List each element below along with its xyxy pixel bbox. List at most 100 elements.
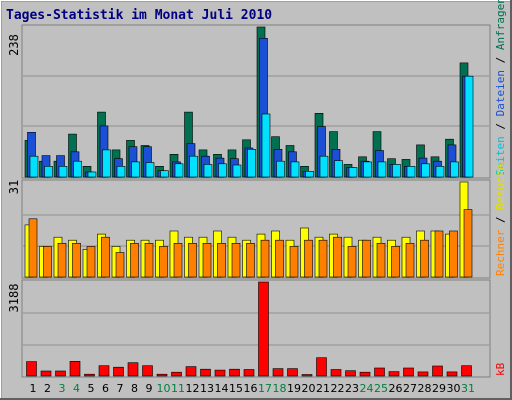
bar-rechner (101, 236, 110, 278)
top-max-label: 238 (7, 34, 21, 56)
bar-kb (461, 365, 472, 377)
bar-rechner (130, 243, 139, 278)
series-legend: Seiten / Dateien / Anfragen (494, 0, 507, 176)
bar-rechner (57, 243, 67, 278)
bar-seiten (363, 161, 372, 178)
bar-rechner (463, 209, 473, 278)
x-tick-label: 29 (432, 382, 446, 395)
x-tick-label: 24 (360, 382, 374, 395)
bar-kb (345, 370, 356, 377)
bar-seiten (116, 166, 126, 178)
middle-max-label: 31 (7, 180, 21, 194)
x-tick-label: 31 (461, 382, 475, 395)
x-tick-label: 18 (273, 382, 287, 395)
bar-rechner (144, 243, 154, 278)
x-tick-label: 23 (345, 382, 359, 395)
chart-title: Tages-Statistik im Monat Juli 2010 (6, 8, 272, 23)
bar-seiten (247, 149, 256, 178)
bar-rechner (43, 246, 52, 278)
x-tick-label: 19 (287, 382, 301, 395)
bar-kb (359, 371, 371, 377)
bar-kb (403, 367, 414, 377)
bar-rechner (391, 246, 400, 278)
bar-seiten (290, 161, 300, 178)
bar-kb (40, 370, 52, 377)
bar-kb (69, 360, 81, 377)
x-tick-label: 4 (73, 382, 80, 395)
bar-seiten (73, 160, 82, 178)
bar-kb (432, 365, 443, 377)
x-axis-labels: 1 2 3 4 5 6 7 8 9 10 11 12 13 14 15 16 17 18 19 20 21 22 23 24 2… (30, 382, 476, 395)
bar-rechner (115, 252, 125, 278)
bar-rechner (173, 243, 183, 278)
bar-seiten (435, 166, 445, 178)
bar-seiten (102, 149, 111, 178)
panel-kb-frame (21, 279, 491, 378)
bar-rechner (28, 218, 38, 278)
bar-kb (55, 370, 66, 377)
bar-kb (243, 369, 255, 377)
bar-seiten (203, 164, 213, 178)
bar-seiten (261, 113, 271, 178)
bar-seiten (58, 166, 68, 178)
x-tick-label: 1 (30, 382, 37, 395)
series-legend: Rechner / Besuche (494, 163, 507, 276)
bar-kb (272, 368, 284, 377)
bar-seiten (276, 160, 285, 178)
bar-rechner (202, 243, 212, 278)
x-tick-label: 6 (102, 382, 109, 395)
x-tick-label: 9 (146, 382, 153, 395)
bar-kb (84, 373, 95, 377)
bar-kb (229, 368, 240, 377)
x-tick-label: 26 (389, 382, 403, 395)
bar-seiten (392, 164, 401, 178)
legend-entry: Besuche (494, 163, 507, 209)
bar-rechner (217, 243, 226, 278)
x-tick-label: 11 (171, 382, 185, 395)
x-tick-label: 14 (215, 382, 229, 395)
bar-kb (127, 362, 139, 377)
legend-entry: Seiten (494, 136, 507, 176)
bar-kb (417, 371, 429, 377)
bar-seiten (421, 163, 430, 178)
bar-seiten (44, 166, 53, 178)
bar-kb (330, 369, 342, 377)
bar-kb (26, 361, 37, 377)
bar-kb (287, 368, 298, 377)
bar-seiten (464, 75, 474, 178)
bar-seiten (189, 155, 198, 178)
x-tick-label: 25 (374, 382, 388, 395)
x-tick-label: 5 (88, 382, 95, 395)
bar-rechner (405, 243, 415, 278)
bar-seiten (232, 164, 242, 178)
bar-rechner (72, 243, 81, 278)
bar-seiten (87, 171, 97, 178)
bar-seiten (305, 171, 314, 178)
legend-entry: Anfragen (494, 0, 507, 50)
bar-rechner (333, 236, 342, 278)
bar-seiten (131, 161, 140, 178)
bar-kb (214, 369, 226, 377)
bar-rechner (246, 243, 255, 278)
x-tick-label: 21 (316, 382, 330, 395)
bar-rechner (434, 230, 444, 278)
x-tick-label: 8 (131, 382, 138, 395)
legend-entry: Dateien (494, 70, 507, 116)
bar-seiten (377, 161, 387, 178)
bar-rechner (347, 246, 357, 278)
legend-entry: Rechner (494, 229, 507, 276)
x-tick-label: 20 (302, 382, 316, 395)
bar-seiten (450, 161, 459, 178)
bar-seiten (334, 160, 343, 178)
bar-rechner (318, 239, 328, 278)
x-tick-label: 28 (418, 382, 432, 395)
bar-seiten (348, 167, 358, 178)
bar-rechner (289, 246, 299, 278)
bar-rechner (86, 246, 96, 278)
bar-kb (388, 371, 400, 377)
bar-seiten (145, 162, 155, 178)
x-tick-label: 7 (117, 382, 124, 395)
bar-kb (374, 367, 385, 377)
